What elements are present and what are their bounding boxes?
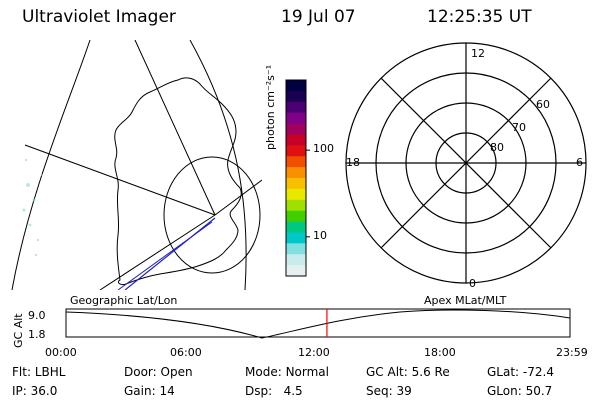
flt-field: Flt: LBHL bbox=[12, 365, 66, 379]
coastline bbox=[114, 77, 242, 285]
time-tick-0600: 06:00 bbox=[170, 346, 202, 359]
colorbar-segment bbox=[286, 145, 306, 157]
colorbar-segment bbox=[286, 232, 306, 244]
glat-value: -72.4 bbox=[522, 365, 554, 379]
ip-value: 36.0 bbox=[30, 384, 58, 398]
colorbar-segment bbox=[286, 112, 306, 125]
gain-field: Gain: 14 bbox=[124, 384, 175, 398]
colorbar-segment bbox=[286, 134, 306, 146]
dsp-value: 4.5 bbox=[283, 384, 303, 398]
meridian-line-3 bbox=[99, 214, 216, 290]
colorbar-segment bbox=[286, 167, 306, 179]
latitude-arc-outer bbox=[11, 40, 91, 290]
image-speckle bbox=[22, 158, 43, 257]
time-tick-0000: 00:00 bbox=[45, 346, 77, 359]
time-tick-2359: 23:59 bbox=[556, 346, 588, 359]
caption-geographic: Geographic Lat/Lon bbox=[70, 294, 178, 307]
colorbar bbox=[285, 79, 310, 277]
colorbar-segment bbox=[286, 210, 306, 223]
glon-value: 50.7 bbox=[525, 384, 553, 398]
colorbar-segment bbox=[286, 80, 306, 92]
glon-field: GLon: 50.7 bbox=[487, 384, 553, 398]
colorbar-segment bbox=[286, 265, 306, 277]
mlt-label-12: 12 bbox=[471, 47, 485, 60]
colorbar-segment bbox=[286, 243, 306, 255]
colorbar-segment bbox=[286, 254, 306, 266]
colorbar-tick-10: 10 bbox=[313, 229, 327, 242]
time-tick-1200: 12:00 bbox=[298, 346, 330, 359]
colorbar-segment bbox=[286, 188, 306, 201]
glat-field: GLat: -72.4 bbox=[487, 365, 554, 379]
meridian-line-2 bbox=[134, 40, 216, 216]
mlt-label-0: 0 bbox=[469, 277, 476, 290]
ip-field: IP: 36.0 bbox=[12, 384, 58, 398]
colorbar-segment bbox=[286, 178, 306, 190]
satellite-track bbox=[124, 217, 216, 290]
gain-value: 14 bbox=[159, 384, 175, 398]
alt-tick-9: 9.0 bbox=[28, 309, 46, 322]
meridian-line-1 bbox=[24, 144, 216, 216]
app-title: Ultraviolet Imager bbox=[22, 7, 176, 27]
seq-field: Seq: 39 bbox=[366, 384, 412, 398]
door-value: Open bbox=[160, 365, 193, 379]
colorbar-segment bbox=[286, 221, 306, 233]
dsp-field: Dsp: 4.5 bbox=[245, 384, 303, 398]
colorbar-segment bbox=[286, 199, 306, 212]
mlat-label-70: 70 bbox=[512, 121, 526, 134]
altitude-curve bbox=[65, 309, 571, 339]
mode-field: Mode: Normal bbox=[245, 365, 329, 379]
latitude-arc-inner bbox=[189, 40, 247, 290]
mlat-label-60: 60 bbox=[536, 98, 550, 111]
mode-value: Normal bbox=[285, 365, 329, 379]
time-label: 12:25:35 UT bbox=[427, 7, 532, 27]
seq-value: 39 bbox=[396, 384, 412, 398]
mlat-label-80: 80 bbox=[490, 141, 504, 154]
mlt-label-18: 18 bbox=[346, 156, 360, 169]
colorbar-segment bbox=[286, 90, 306, 103]
latitude-circle bbox=[163, 156, 261, 274]
colorbar-segment bbox=[286, 123, 306, 135]
gcalt-field: GC Alt: 5.6 Re bbox=[366, 365, 450, 379]
gcalt-value: 5.6 Re bbox=[411, 365, 450, 379]
colorbar-segment bbox=[286, 101, 306, 114]
colorbar-frame bbox=[285, 79, 307, 277]
flt-value: LBHL bbox=[34, 365, 66, 379]
alt-tick-1-8: 1.8 bbox=[28, 328, 46, 341]
date-label: 19 Jul 07 bbox=[281, 7, 356, 27]
caption-apex: Apex MLat/MLT bbox=[424, 294, 507, 307]
colorbar-segment bbox=[286, 156, 306, 168]
door-field: Door: Open bbox=[124, 365, 193, 379]
time-tick-1800: 18:00 bbox=[424, 346, 456, 359]
colorbar-tick-100: 100 bbox=[313, 142, 334, 155]
mlt-label-6: 6 bbox=[576, 156, 583, 169]
